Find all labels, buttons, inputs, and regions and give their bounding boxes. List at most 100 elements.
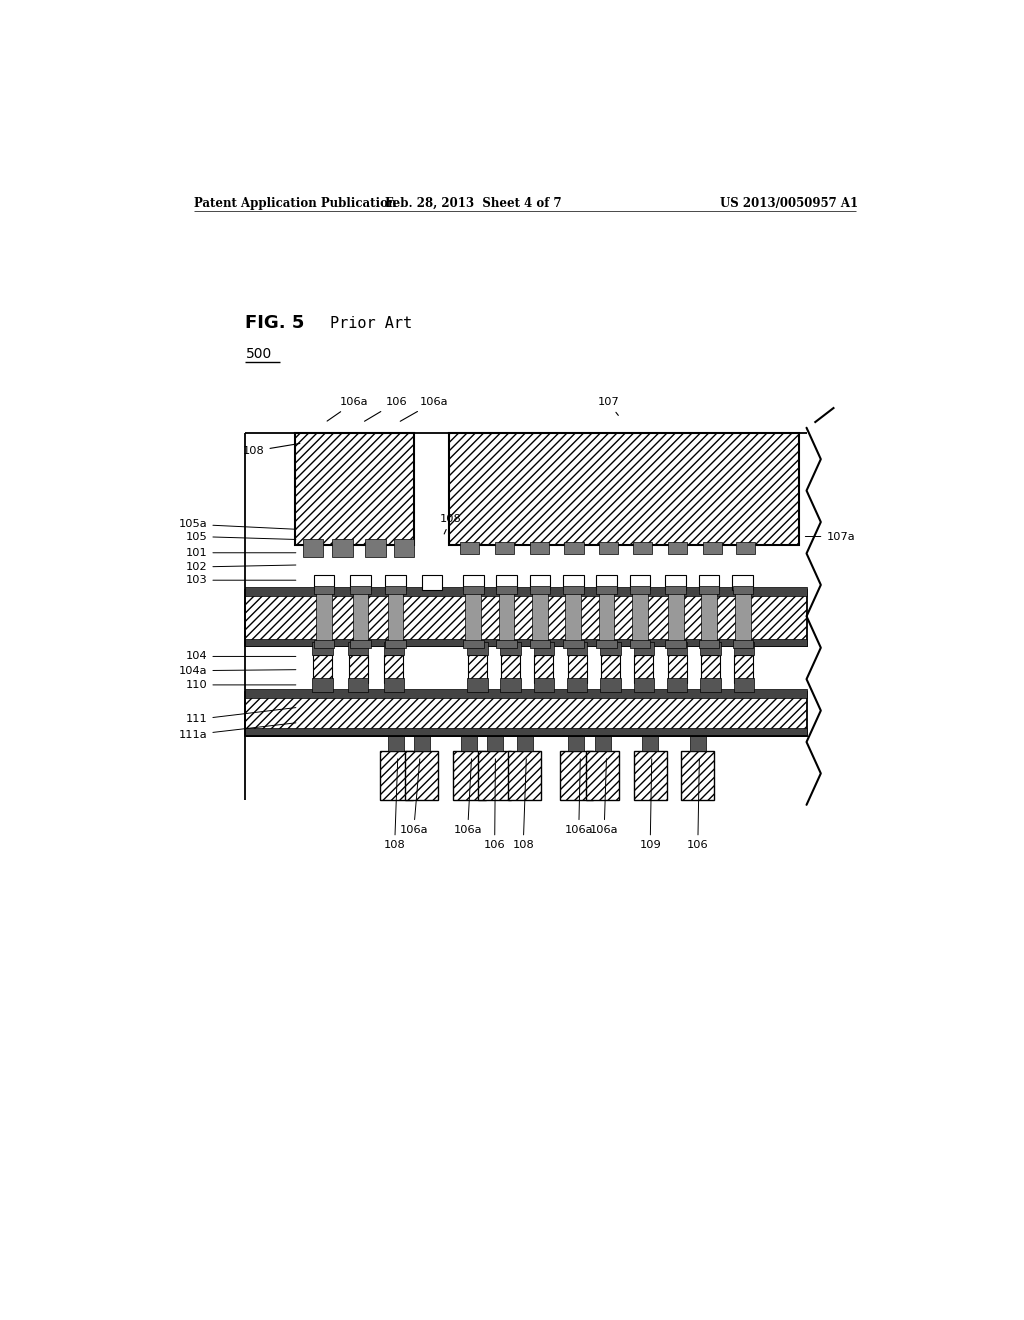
- Bar: [384, 656, 403, 682]
- Bar: [735, 590, 751, 647]
- Bar: [380, 751, 413, 800]
- Bar: [478, 751, 511, 800]
- Bar: [384, 642, 404, 656]
- Bar: [565, 590, 582, 647]
- Text: 104: 104: [185, 652, 296, 661]
- Bar: [468, 656, 486, 682]
- Bar: [465, 590, 481, 647]
- Bar: [246, 590, 807, 647]
- Bar: [529, 576, 550, 590]
- Bar: [732, 576, 753, 590]
- Text: 105a: 105a: [179, 519, 296, 529]
- Bar: [642, 735, 658, 751]
- Bar: [246, 692, 807, 735]
- Bar: [332, 539, 352, 557]
- Bar: [246, 639, 807, 647]
- Bar: [701, 590, 717, 647]
- Bar: [634, 678, 654, 692]
- Bar: [312, 678, 333, 692]
- Bar: [563, 576, 584, 590]
- Bar: [681, 751, 715, 800]
- Bar: [497, 586, 517, 594]
- Bar: [500, 642, 521, 656]
- Bar: [666, 640, 686, 648]
- Bar: [595, 735, 610, 751]
- Bar: [698, 586, 719, 594]
- Bar: [668, 656, 687, 682]
- Bar: [596, 576, 616, 590]
- Text: 500: 500: [246, 347, 271, 360]
- Text: 104a: 104a: [179, 665, 296, 676]
- Bar: [313, 576, 334, 590]
- Text: FIG. 5: FIG. 5: [246, 314, 305, 333]
- Bar: [600, 678, 621, 692]
- Bar: [534, 678, 554, 692]
- Text: 111: 111: [185, 708, 296, 725]
- Bar: [453, 751, 486, 800]
- Bar: [668, 590, 684, 647]
- Text: 101: 101: [185, 548, 296, 558]
- Bar: [529, 586, 550, 594]
- Text: 107a: 107a: [805, 532, 855, 541]
- Bar: [348, 642, 369, 656]
- Bar: [586, 751, 620, 800]
- Bar: [422, 576, 442, 590]
- Bar: [497, 640, 517, 648]
- Bar: [508, 751, 542, 800]
- Bar: [733, 642, 754, 656]
- Bar: [463, 576, 483, 590]
- Bar: [666, 576, 686, 590]
- Text: 106: 106: [483, 759, 506, 850]
- Bar: [246, 689, 807, 698]
- Bar: [467, 678, 487, 692]
- Text: Prior Art: Prior Art: [331, 315, 413, 330]
- Bar: [630, 576, 650, 590]
- Bar: [634, 751, 667, 800]
- Bar: [348, 656, 368, 682]
- Text: 106a: 106a: [327, 397, 369, 421]
- Bar: [700, 678, 721, 692]
- Text: 107: 107: [597, 397, 618, 416]
- Text: Patent Application Publication: Patent Application Publication: [194, 197, 396, 210]
- Bar: [563, 640, 584, 648]
- Bar: [698, 640, 719, 648]
- Text: 108: 108: [512, 759, 535, 850]
- Bar: [736, 543, 755, 554]
- Bar: [700, 642, 721, 656]
- Bar: [567, 678, 588, 692]
- Bar: [698, 576, 719, 590]
- Bar: [350, 576, 371, 590]
- Text: 106: 106: [687, 759, 709, 850]
- Bar: [463, 640, 483, 648]
- Bar: [702, 543, 722, 554]
- Bar: [404, 751, 438, 800]
- Bar: [560, 751, 593, 800]
- Bar: [467, 642, 487, 656]
- Bar: [632, 590, 648, 647]
- Bar: [634, 656, 653, 682]
- Text: 108: 108: [384, 759, 406, 850]
- Bar: [567, 656, 587, 682]
- Text: Feb. 28, 2013  Sheet 4 of 7: Feb. 28, 2013 Sheet 4 of 7: [385, 197, 561, 210]
- Text: 102: 102: [185, 562, 296, 572]
- Bar: [385, 640, 406, 648]
- Bar: [701, 656, 720, 682]
- Bar: [312, 642, 333, 656]
- Bar: [350, 586, 371, 594]
- Bar: [534, 642, 554, 656]
- Bar: [734, 656, 754, 682]
- Bar: [600, 642, 621, 656]
- Text: US 2013/0050957 A1: US 2013/0050957 A1: [720, 197, 858, 210]
- Bar: [666, 586, 686, 594]
- Bar: [596, 586, 616, 594]
- Bar: [568, 735, 585, 751]
- Bar: [313, 640, 334, 648]
- Bar: [596, 640, 616, 648]
- Text: 111a: 111a: [179, 723, 296, 739]
- Bar: [295, 433, 414, 545]
- Bar: [535, 656, 553, 682]
- Bar: [246, 587, 807, 597]
- Bar: [387, 590, 403, 647]
- Bar: [495, 543, 514, 554]
- Bar: [348, 678, 369, 692]
